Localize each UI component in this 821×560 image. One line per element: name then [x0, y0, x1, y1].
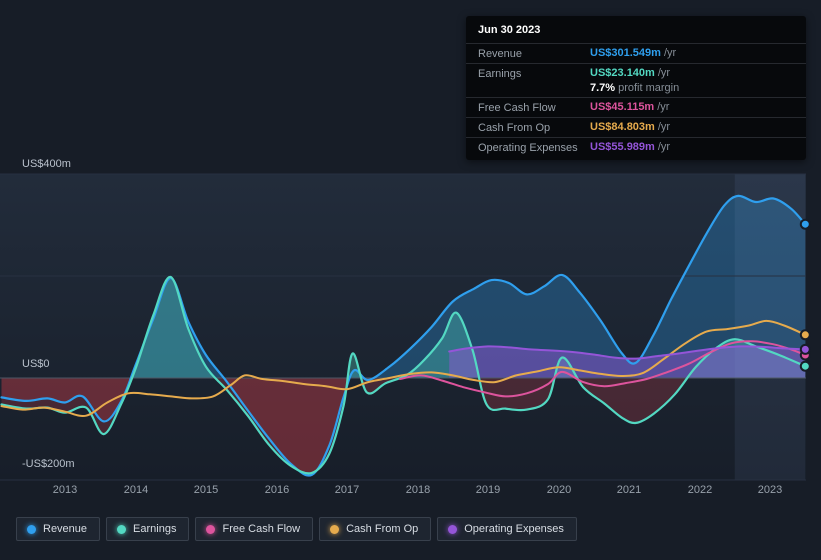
tooltip-suffix-cash-from-op: /yr [657, 121, 671, 133]
tooltip-profit-margin-label: profit margin [618, 82, 680, 94]
chart-tooltip: Jun 30 2023 Revenue US$301.549m/yr Earni… [466, 16, 806, 160]
tooltip-row-cash-from-op: Cash From Op US$84.803m/yr [466, 118, 806, 138]
x-axis-label-2016: 2016 [264, 484, 290, 496]
legend-label-operating-expenses: Operating Expenses [464, 523, 564, 535]
cash-from-op-dot-icon [330, 524, 340, 534]
x-axis-label-2020: 2020 [546, 484, 572, 496]
tooltip-row-free-cash-flow: Free Cash Flow US$45.115m/yr [466, 98, 806, 118]
revenue-dot-icon [27, 524, 36, 534]
legend-item-free-cash-flow[interactable]: Free Cash Flow [195, 517, 314, 541]
tooltip-label-earnings: Earnings [478, 68, 522, 80]
legend-item-cash-from-op[interactable]: Cash From Op [319, 517, 432, 541]
y-axis-label-neg200m: -US$200m [22, 458, 75, 470]
tooltip-row-operating-expenses: Operating Expenses US$55.989m/yr [466, 138, 806, 160]
x-axis-label-2015: 2015 [193, 484, 219, 496]
legend-item-revenue[interactable]: Revenue [16, 517, 101, 541]
tooltip-label-free-cash-flow: Free Cash Flow [478, 102, 556, 114]
y-axis-label-0: US$0 [22, 358, 50, 370]
y-axis-label-400m: US$400m [22, 158, 71, 170]
tooltip-label-cash-from-op: Cash From Op [478, 122, 551, 134]
operating-expenses-dot-icon [448, 524, 458, 534]
tooltip-row-revenue: Revenue US$301.549m/yr [466, 44, 806, 64]
x-axis-label-2013: 2013 [52, 484, 78, 496]
free-cash-flow-dot-icon [206, 524, 216, 534]
legend-label-cash-from-op: Cash From Op [346, 523, 419, 535]
tooltip-value-cash-from-op: US$84.803m [590, 121, 655, 133]
x-axis-label-2019: 2019 [475, 484, 501, 496]
x-axis-label-2017: 2017 [334, 484, 360, 496]
tooltip-value-free-cash-flow: US$45.115m [590, 101, 655, 113]
tooltip-suffix-earnings: /yr [657, 67, 671, 79]
legend-item-earnings[interactable]: Earnings [106, 517, 190, 541]
earnings-dot-icon [117, 524, 127, 534]
tooltip-suffix-revenue: /yr [663, 47, 677, 59]
x-axis-label-2014: 2014 [123, 484, 149, 496]
legend-label-free-cash-flow: Free Cash Flow [222, 523, 301, 535]
tooltip-suffix-free-cash-flow: /yr [657, 101, 670, 113]
legend-label-earnings: Earnings [133, 523, 177, 535]
tooltip-suffix-operating-expenses: /yr [657, 141, 671, 153]
tooltip-date: Jun 30 2023 [466, 16, 806, 44]
tooltip-value-revenue: US$301.549m [590, 47, 661, 59]
x-axis-label-2018: 2018 [405, 484, 431, 496]
legend-item-operating-expenses[interactable]: Operating Expenses [437, 517, 577, 541]
x-axis-label-2022: 2022 [687, 484, 713, 496]
x-axis-label-2021: 2021 [616, 484, 642, 496]
tooltip-value-earnings: US$23.140m [590, 67, 655, 79]
legend-label-revenue: Revenue [43, 523, 88, 535]
tooltip-value-operating-expenses: US$55.989m [590, 141, 655, 153]
tooltip-label-operating-expenses: Operating Expenses [478, 142, 578, 154]
chart-legend: Revenue Earnings Free Cash Flow Cash Fro… [16, 517, 577, 541]
tooltip-profit-margin-value: 7.7% [590, 82, 616, 94]
tooltip-label-revenue: Revenue [478, 48, 523, 60]
tooltip-row-earnings: Earnings US$23.140m/yr 7.7% profit margin [466, 64, 806, 98]
x-axis-label-2023: 2023 [757, 484, 783, 496]
